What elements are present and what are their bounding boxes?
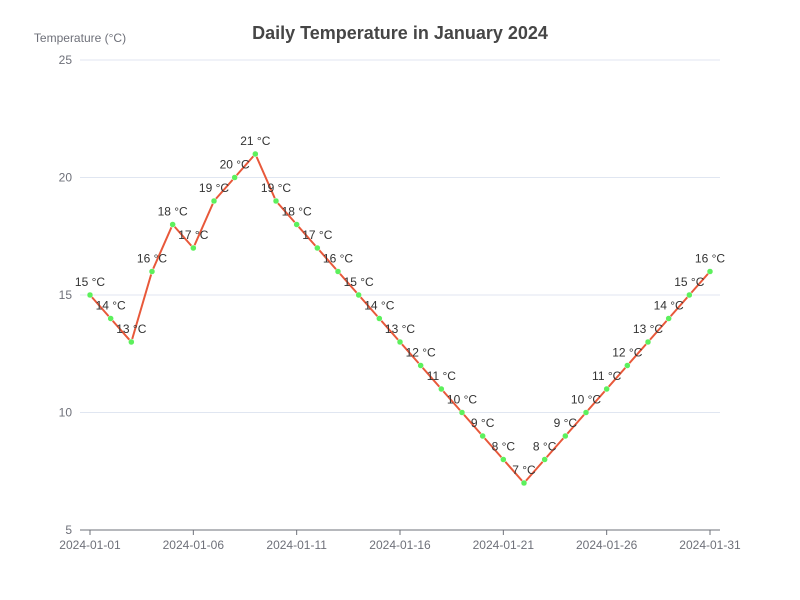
- data-point[interactable]: [334, 268, 342, 275]
- data-label: 14 °C: [364, 299, 394, 313]
- data-point[interactable]: [190, 244, 197, 252]
- data-label: 7 °C: [512, 463, 536, 477]
- data-point[interactable]: [562, 432, 569, 440]
- data-point[interactable]: [417, 362, 424, 369]
- y-tick-label: 5: [65, 523, 72, 537]
- x-tick-label: 2024-01-16: [369, 538, 431, 552]
- data-label: 12 °C: [612, 346, 642, 360]
- data-point[interactable]: [355, 291, 362, 299]
- data-label: 16 °C: [323, 252, 353, 266]
- data-point[interactable]: [272, 197, 280, 205]
- x-tick-label: 2024-01-06: [163, 538, 225, 552]
- grid-lines: [80, 59, 720, 413]
- data-label: 18 °C: [282, 205, 312, 219]
- data-point[interactable]: [500, 456, 507, 463]
- data-label: 19 °C: [261, 181, 291, 195]
- data-point[interactable]: [376, 315, 383, 322]
- data-label: 15 °C: [344, 275, 374, 289]
- data-label: 16 °C: [695, 252, 725, 266]
- data-point[interactable]: [686, 291, 693, 299]
- data-point[interactable]: [128, 338, 135, 346]
- data-point[interactable]: [520, 479, 528, 487]
- data-point[interactable]: [624, 362, 631, 369]
- y-tick-label: 25: [59, 53, 73, 67]
- data-label: 13 °C: [385, 322, 415, 336]
- data-label: 8 °C: [533, 440, 557, 454]
- data-point[interactable]: [665, 315, 672, 322]
- y-axis-label: Temperature (°C): [34, 31, 126, 45]
- data-label: 10 °C: [571, 393, 601, 407]
- data-point[interactable]: [458, 409, 466, 416]
- data-point[interactable]: [107, 315, 114, 322]
- data-label: 11 °C: [592, 369, 622, 383]
- series-line: [89, 153, 711, 484]
- data-point[interactable]: [479, 432, 486, 440]
- y-tick-label: 10: [59, 406, 73, 420]
- series-temperature: [86, 150, 714, 487]
- data-point[interactable]: [396, 338, 404, 346]
- data-label: 14 °C: [654, 299, 684, 313]
- data-point[interactable]: [314, 244, 321, 252]
- data-point[interactable]: [644, 338, 652, 346]
- data-point[interactable]: [293, 221, 300, 228]
- axes: 5 10 15 20 25 2024-01-01 2024-01-06 2024-01-11 2…: [59, 53, 741, 552]
- data-point[interactable]: [438, 385, 445, 393]
- y-tick-label: 20: [59, 171, 73, 185]
- data-point[interactable]: [148, 268, 156, 275]
- data-label: 17 °C: [302, 228, 332, 242]
- data-point[interactable]: [541, 456, 548, 463]
- x-tick-label: 2024-01-26: [576, 538, 638, 552]
- data-point[interactable]: [231, 174, 238, 181]
- x-tick-label: 2024-01-01: [59, 538, 121, 552]
- data-label: 21 °C: [240, 134, 270, 148]
- data-labels: 15 °C 14 °C 13 °C 16 °C 18 °C 17 °C 19 °C 20 °C…: [75, 134, 725, 477]
- y-tick-label: 15: [59, 288, 73, 302]
- x-tick-label: 2024-01-21: [473, 538, 535, 552]
- data-point[interactable]: [603, 385, 610, 393]
- data-label: 19 °C: [199, 181, 229, 195]
- data-label: 8 °C: [492, 440, 516, 454]
- data-label: 17 °C: [178, 228, 208, 242]
- data-label: 13 °C: [633, 322, 663, 336]
- data-label: 9 °C: [554, 416, 578, 430]
- data-point[interactable]: [582, 409, 590, 416]
- data-label: 11 °C: [427, 369, 457, 383]
- chart-title: Daily Temperature in January 2024: [252, 23, 548, 43]
- x-tick-label: 2024-01-31: [679, 538, 741, 552]
- data-label: 15 °C: [674, 275, 704, 289]
- data-label: 9 °C: [471, 416, 495, 430]
- data-label: 18 °C: [158, 205, 188, 219]
- data-label: 20 °C: [220, 158, 250, 172]
- data-label: 12 °C: [406, 346, 436, 360]
- data-label: 13 °C: [116, 322, 146, 336]
- data-label: 16 °C: [137, 252, 167, 266]
- data-point[interactable]: [252, 150, 259, 158]
- data-label: 14 °C: [96, 299, 126, 313]
- data-point[interactable]: [86, 291, 94, 299]
- x-tick-label: 2024-01-11: [266, 538, 327, 552]
- data-label: 15 °C: [75, 275, 105, 289]
- data-point[interactable]: [706, 268, 714, 275]
- data-point[interactable]: [169, 221, 176, 228]
- data-point[interactable]: [210, 197, 218, 205]
- data-label: 10 °C: [447, 393, 477, 407]
